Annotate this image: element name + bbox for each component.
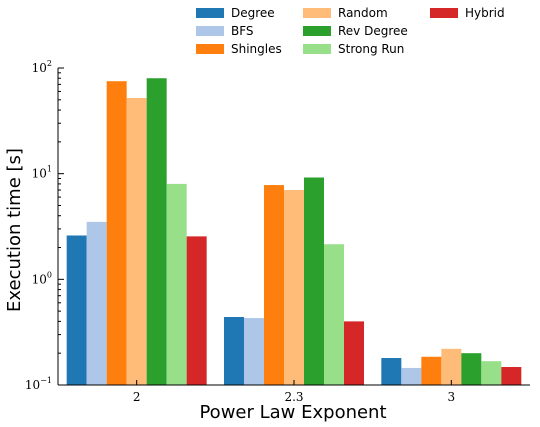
legend-label: Random: [338, 6, 388, 20]
bar-hybrid-2: [186, 236, 207, 385]
legend: Degree BFS Shingles Random Rev Degree Strong …: [196, 6, 505, 56]
legend-item-degree: Degree: [196, 6, 275, 20]
legend-item-hybrid: Hybrid: [430, 6, 505, 20]
y-tick-label: 10−1: [25, 376, 52, 392]
y-tick-label: 100: [32, 270, 52, 286]
bar-strong-run-2.3: [324, 244, 344, 385]
bars: [66, 78, 522, 386]
bar-bfs-2.3: [244, 318, 264, 385]
y-axis-label: Execution time [s]: [4, 148, 25, 312]
bar-degree-2.3: [224, 317, 244, 385]
legend-swatch: [303, 8, 331, 18]
bar-hybrid-2.3: [344, 321, 364, 385]
x-tick-label: 2: [133, 390, 141, 404]
bar-strong-run-3: [481, 361, 502, 385]
bar-bfs-3: [401, 367, 422, 385]
legend-item-rev-degree: Rev Degree: [303, 24, 408, 38]
bar-shingles-3: [421, 356, 442, 385]
y-tick-label: 101: [32, 165, 52, 181]
legend-swatch: [196, 26, 224, 36]
x-tick-label: 3: [448, 390, 456, 404]
plot-area: 10−1 100 101 102 2 2.3 3: [25, 59, 530, 404]
bar-degree-3: [381, 358, 402, 385]
bar-shingles-2.3: [264, 185, 284, 385]
legend-swatch: [196, 8, 224, 18]
legend-swatch: [430, 8, 458, 18]
legend-label: Rev Degree: [338, 24, 408, 38]
axes: 10−1 100 101 102 2 2.3 3: [25, 59, 530, 404]
y-tick-label: 102: [32, 59, 52, 75]
bar-random-2: [126, 98, 147, 386]
bar-bfs-2: [86, 221, 107, 385]
bar-rev-degree-2.3: [304, 177, 324, 385]
bar-degree-2: [66, 235, 87, 385]
legend-label: Hybrid: [465, 6, 505, 20]
legend-swatch: [196, 44, 224, 54]
legend-label: BFS: [231, 24, 254, 38]
x-axis-label: Power Law Exponent: [199, 402, 386, 423]
bar-random-3: [441, 348, 462, 385]
legend-item-bfs: BFS: [196, 24, 254, 38]
legend-label: Degree: [231, 6, 275, 20]
legend-swatch: [303, 44, 331, 54]
bar-random-2.3: [284, 190, 304, 385]
bar-strong-run-2: [166, 183, 187, 385]
legend-item-strong-run: Strong Run: [303, 42, 404, 56]
legend-label: Shingles: [231, 42, 282, 56]
bar-rev-degree-3: [461, 353, 482, 385]
x-tick-label: 2.3: [284, 390, 303, 404]
legend-label: Strong Run: [338, 42, 404, 56]
legend-item-random: Random: [303, 6, 388, 20]
legend-item-shingles: Shingles: [196, 42, 282, 56]
legend-swatch: [303, 26, 331, 36]
bar-shingles-2: [106, 81, 127, 386]
bar-hybrid-3: [501, 367, 522, 385]
bar-rev-degree-2: [146, 78, 167, 385]
